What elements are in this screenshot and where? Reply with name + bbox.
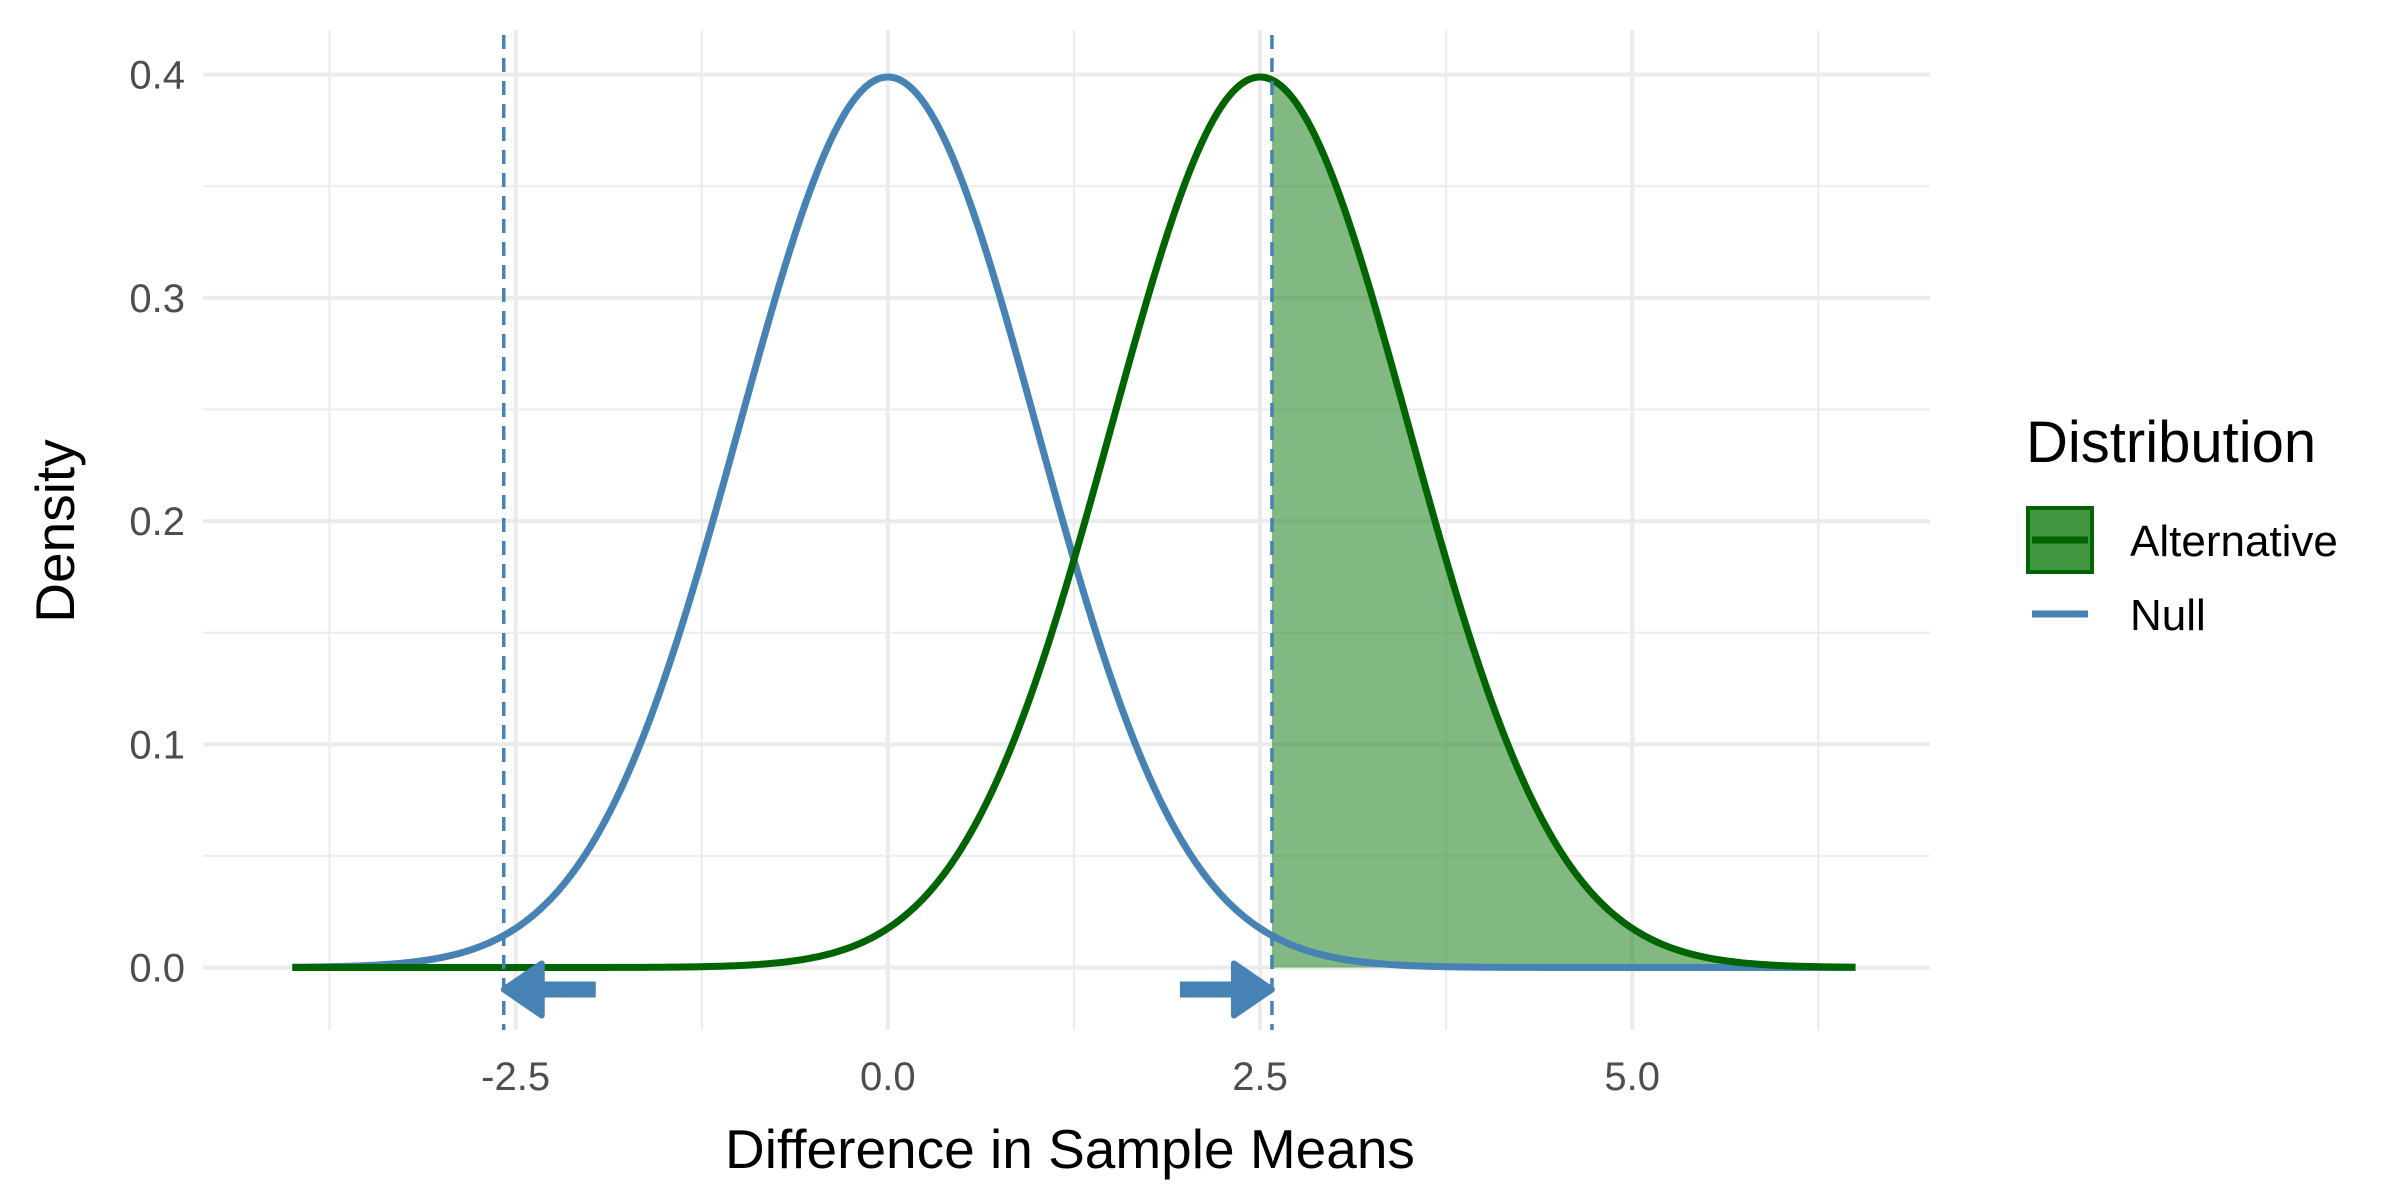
curves-layer [291,73,1857,971]
x-tick-label-2-5: 2.5 [1232,1055,1288,1099]
x-tick-labels: -2.5 0.0 2.5 5.0 [481,1055,1660,1099]
y-tick-label-0-1: 0.1 [129,723,185,767]
y-tick-label-0-3: 0.3 [129,277,185,321]
legend-label-null: Null [2130,591,2206,640]
y-tick-label-0-2: 0.2 [129,500,185,544]
legend-title: Distribution [2026,410,2316,475]
shaded-rejection-region [1271,79,1856,968]
y-tick-label-0: 0.0 [129,947,185,991]
curve-alternative [291,73,1857,971]
arrow-left-head [500,960,545,1019]
legend-entry-alternative: Alternative [2026,506,2338,574]
legend-label-alternative: Alternative [2130,517,2338,566]
arrow-right-head [1230,960,1275,1019]
critical-lines-layer [501,35,1274,1030]
shaded-region-layer [1271,79,1856,968]
x-axis-title: Difference in Sample Means [725,1118,1415,1180]
y-axis-title: Density [24,439,86,623]
legend-entry-null: Null [2032,591,2206,640]
arrows-layer [500,960,1275,1019]
x-tick-label--2-5: -2.5 [481,1055,550,1099]
legend: Distribution Alternative Null [2026,410,2338,640]
x-tick-label-0: 0.0 [860,1055,916,1099]
y-tick-labels: 0.0 0.1 0.2 0.3 0.4 [129,54,185,991]
grid [203,30,1930,1030]
x-tick-label-5: 5.0 [1604,1055,1660,1099]
y-tick-label-0-4: 0.4 [129,54,185,98]
